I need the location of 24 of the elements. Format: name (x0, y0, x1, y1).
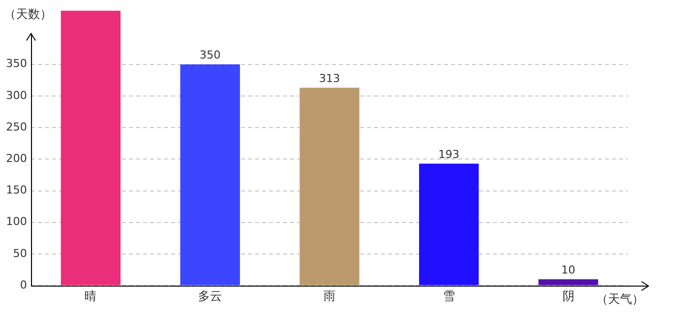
data-label: 350 (200, 48, 221, 62)
bar (60, 10, 121, 286)
y-tick-label: 50 (12, 246, 27, 260)
data-label: 193 (438, 148, 460, 161)
x-tick-label: 多云 (198, 288, 222, 303)
x-axis-title: （天气） (596, 292, 644, 306)
y-tick-label: 150 (6, 184, 27, 197)
bar (419, 164, 479, 286)
y-tick-label: 0 (20, 278, 27, 292)
data-label: 313 (319, 72, 340, 86)
y-tick-label: 250 (6, 120, 27, 134)
bar (300, 88, 360, 286)
y-tick-label: 350 (6, 57, 27, 70)
y-tick-label: 300 (6, 88, 27, 102)
y-tick-label: 200 (6, 152, 27, 166)
data-label: 10 (561, 264, 576, 277)
x-tick-label: 晴 (84, 288, 97, 303)
bar (538, 279, 598, 286)
x-tick-label: 雨 (324, 288, 336, 303)
x-tick-label: 阴 (562, 288, 574, 303)
y-axis-title: （天数） (4, 7, 52, 22)
x-tick-label: 雪 (442, 288, 455, 303)
bar (180, 64, 240, 286)
y-tick-label: 100 (6, 215, 27, 228)
